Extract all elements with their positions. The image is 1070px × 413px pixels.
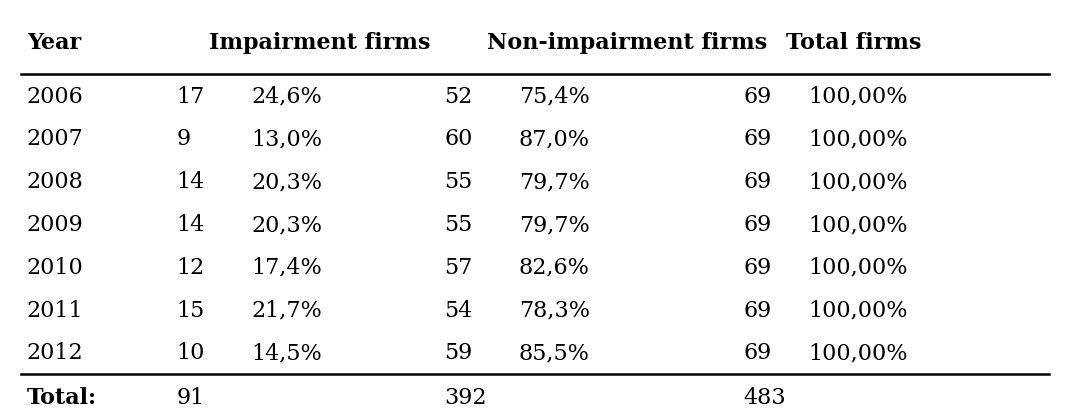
Text: 59: 59 [444,342,472,363]
Text: 57: 57 [444,256,472,278]
Text: 17,4%: 17,4% [251,256,322,278]
Text: 100,00%: 100,00% [808,256,907,278]
Text: 9: 9 [177,128,190,150]
Text: 21,7%: 21,7% [251,299,322,321]
Text: 10: 10 [177,342,205,363]
Text: 20,3%: 20,3% [251,214,322,235]
Text: Non-impairment firms: Non-impairment firms [487,32,767,55]
Text: 60: 60 [444,128,473,150]
Text: 100,00%: 100,00% [808,85,907,107]
Text: 82,6%: 82,6% [519,256,590,278]
Text: 12: 12 [177,256,204,278]
Text: 69: 69 [744,256,771,278]
Text: 69: 69 [744,214,771,235]
Text: Impairment firms: Impairment firms [209,32,430,55]
Text: 52: 52 [444,85,472,107]
Text: 100,00%: 100,00% [808,214,907,235]
Text: 2009: 2009 [27,214,83,235]
Text: 100,00%: 100,00% [808,299,907,321]
Text: 54: 54 [444,299,472,321]
Text: 69: 69 [744,171,771,193]
Text: 100,00%: 100,00% [808,171,907,193]
Text: 2010: 2010 [27,256,83,278]
Text: 69: 69 [744,299,771,321]
Text: 85,5%: 85,5% [519,342,590,363]
Text: 2011: 2011 [27,299,83,321]
Text: 13,0%: 13,0% [251,128,322,150]
Text: 69: 69 [744,128,771,150]
Text: 2008: 2008 [27,171,83,193]
Text: 55: 55 [444,171,472,193]
Text: 91: 91 [177,386,204,408]
Text: 78,3%: 78,3% [519,299,590,321]
Text: 75,4%: 75,4% [519,85,590,107]
Text: 483: 483 [744,386,786,408]
Text: 2006: 2006 [27,85,83,107]
Text: 20,3%: 20,3% [251,171,322,193]
Text: 17: 17 [177,85,204,107]
Text: Total firms: Total firms [786,32,922,55]
Text: 55: 55 [444,214,472,235]
Text: 14: 14 [177,214,204,235]
Text: 15: 15 [177,299,204,321]
Text: Year: Year [27,32,81,55]
Text: 100,00%: 100,00% [808,342,907,363]
Text: 69: 69 [744,85,771,107]
Text: 14: 14 [177,171,204,193]
Text: 87,0%: 87,0% [519,128,590,150]
Text: 2012: 2012 [27,342,83,363]
Text: 100,00%: 100,00% [808,128,907,150]
Text: 79,7%: 79,7% [519,214,590,235]
Text: 392: 392 [444,386,487,408]
Text: Total:: Total: [27,386,97,408]
Text: 14,5%: 14,5% [251,342,322,363]
Text: 2007: 2007 [27,128,83,150]
Text: 79,7%: 79,7% [519,171,590,193]
Text: 24,6%: 24,6% [251,85,322,107]
Text: 69: 69 [744,342,771,363]
